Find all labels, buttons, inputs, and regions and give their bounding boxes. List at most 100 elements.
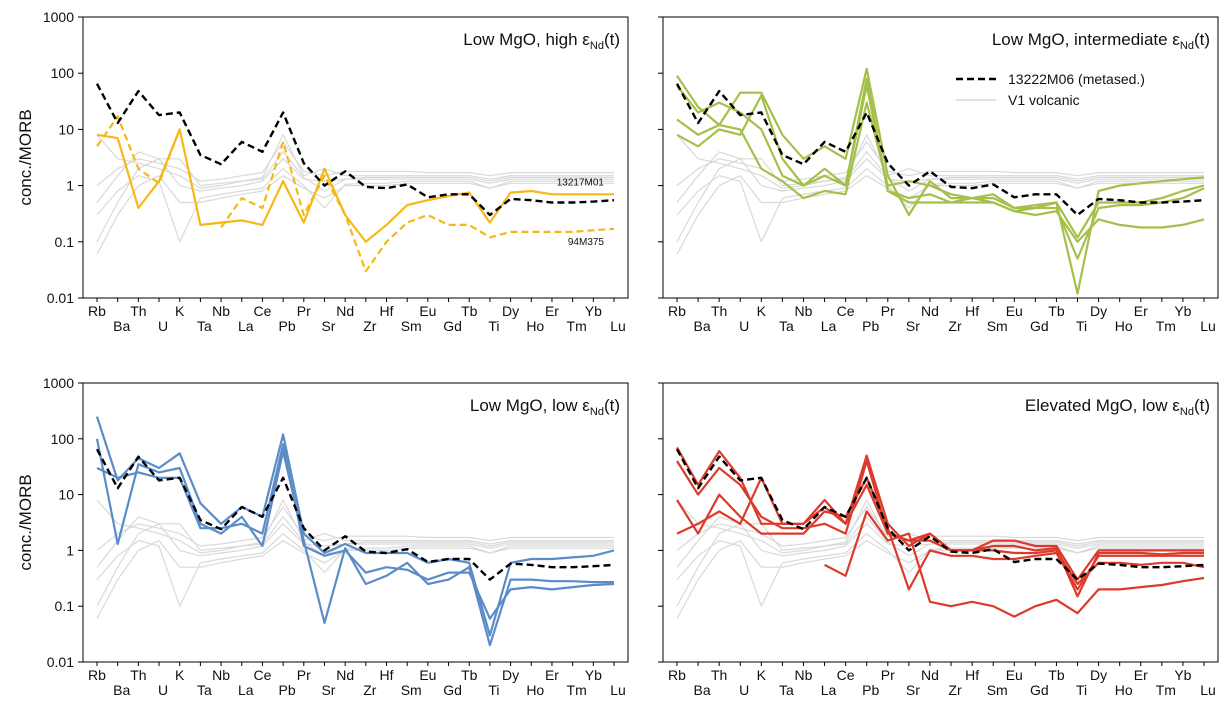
background-line xyxy=(96,141,614,187)
x-tick-label: U xyxy=(739,682,749,698)
y-tick-label: 1 xyxy=(66,542,74,558)
x-tick-label: Tb xyxy=(461,303,478,319)
x-tick-label: Th xyxy=(130,667,146,683)
background-line xyxy=(96,499,614,568)
x-tick-label: Nd xyxy=(336,667,354,683)
background-line xyxy=(96,506,614,551)
background-line xyxy=(96,134,614,192)
reference-line xyxy=(95,83,615,217)
x-tick-label: Rb xyxy=(88,667,106,683)
series-line xyxy=(676,101,1205,243)
x-tick-label: Zr xyxy=(363,682,377,698)
panel-title: Elevated MgO, low εNd(t) xyxy=(1025,396,1210,418)
x-tick-label: Pr xyxy=(881,303,895,319)
x-tick-label: Ba xyxy=(694,318,711,334)
title-tail: (t) xyxy=(604,396,620,415)
background-line xyxy=(96,134,614,203)
background-line xyxy=(676,134,1204,192)
panel: RbBaThUKTaNbLaCePbPrSrNdZrHfSmEuGdTbTiDy… xyxy=(658,16,1219,334)
x-tick-label: Nd xyxy=(336,303,354,319)
x-tick-label: La xyxy=(238,682,254,698)
plot-frame xyxy=(82,16,629,299)
x-tick-label: Ta xyxy=(779,682,794,698)
x-tick-label: Sm xyxy=(401,318,422,334)
x-tick-label: Pr xyxy=(297,667,311,683)
x-tick-label: U xyxy=(158,318,168,334)
x-tick-label: Pr xyxy=(297,303,311,319)
x-tick-label: Ho xyxy=(1115,682,1133,698)
x-tick-label: Pb xyxy=(862,682,879,698)
y-tick-label: 10 xyxy=(58,487,74,503)
x-tick-label: Ti xyxy=(488,682,499,698)
x-tick-label: Nb xyxy=(212,667,230,683)
y-axis-label: conc./MORB xyxy=(16,109,35,205)
series-line xyxy=(96,115,615,273)
y-tick-label: 0.01 xyxy=(47,290,74,306)
background-line xyxy=(676,540,1204,619)
x-tick-label: Hf xyxy=(380,667,394,683)
panel: 0.010.11101001000RbBaThUKTaNbLaCePbPrSrN… xyxy=(16,375,629,698)
x-tick-label: Rb xyxy=(88,303,106,319)
x-tick-label: Ti xyxy=(1076,682,1087,698)
x-tick-label: Yb xyxy=(1174,303,1191,319)
reference-line xyxy=(675,448,1205,581)
panel: RbBaThUKTaNbLaCePbPrSrNdZrHfSmEuGdTbTiDy… xyxy=(658,382,1219,698)
x-tick-label: Gd xyxy=(443,682,462,698)
x-tick-label: U xyxy=(158,682,168,698)
panel: 0.010.11101001000RbBaThUKTaNbLaCePbPrSrN… xyxy=(16,9,629,334)
x-tick-label: Ba xyxy=(694,682,711,698)
x-tick-label: K xyxy=(175,667,185,683)
x-tick-label: Tb xyxy=(1048,303,1065,319)
title-tail: (t) xyxy=(1194,30,1210,49)
y-tick-label: 0.1 xyxy=(55,598,75,614)
title-text: Low MgO, high ε xyxy=(463,30,590,49)
x-tick-label: Eu xyxy=(419,667,436,683)
x-tick-label: Ti xyxy=(1076,318,1087,334)
legend-label: V1 volcanic xyxy=(1008,92,1080,108)
title-text: Low MgO, intermediate ε xyxy=(992,30,1180,49)
x-tick-label: Ce xyxy=(253,303,271,319)
x-tick-label: Rb xyxy=(668,303,686,319)
y-axis-label: conc./MORB xyxy=(16,474,35,570)
x-tick-label: Er xyxy=(1134,303,1148,319)
x-tick-label: Sm xyxy=(987,318,1008,334)
x-tick-label: Ho xyxy=(526,318,544,334)
plot-frame xyxy=(662,382,1219,663)
x-tick-label: U xyxy=(739,318,749,334)
x-tick-label: Lu xyxy=(1200,318,1216,334)
x-tick-label: Yb xyxy=(585,303,602,319)
title-sub: Nd xyxy=(1180,406,1194,418)
x-tick-label: Er xyxy=(545,667,559,683)
plot-frame xyxy=(662,16,1219,299)
series-line xyxy=(676,476,1204,591)
y-tick-label: 0.01 xyxy=(47,654,74,670)
plot-frame xyxy=(82,382,629,663)
x-tick-label: K xyxy=(757,303,767,319)
series-line xyxy=(676,67,1205,239)
x-tick-label: Tb xyxy=(1048,667,1065,683)
background-line xyxy=(676,506,1204,551)
x-tick-label: Sr xyxy=(906,318,920,334)
x-tick-label: Gd xyxy=(1030,682,1049,698)
series-label: 94M375 xyxy=(568,237,605,248)
x-tick-label: Gd xyxy=(443,318,462,334)
x-tick-label: Zr xyxy=(948,318,962,334)
x-tick-label: Yb xyxy=(585,667,602,683)
x-tick-label: Th xyxy=(711,667,727,683)
x-tick-label: Pb xyxy=(279,682,296,698)
x-tick-label: Th xyxy=(130,303,146,319)
x-tick-label: Ho xyxy=(1115,318,1133,334)
x-tick-label: Hf xyxy=(965,303,979,319)
y-tick-label: 1000 xyxy=(43,375,74,391)
x-tick-label: Th xyxy=(711,303,727,319)
x-tick-label: Ta xyxy=(779,318,794,334)
background-line xyxy=(676,134,1204,203)
y-tick-label: 100 xyxy=(51,65,75,81)
x-tick-label: Eu xyxy=(419,303,436,319)
series-line xyxy=(95,438,614,647)
title-text: Low MgO, low ε xyxy=(470,396,590,415)
background-line xyxy=(96,168,614,243)
background-line xyxy=(96,158,614,243)
series-line xyxy=(824,510,1205,618)
